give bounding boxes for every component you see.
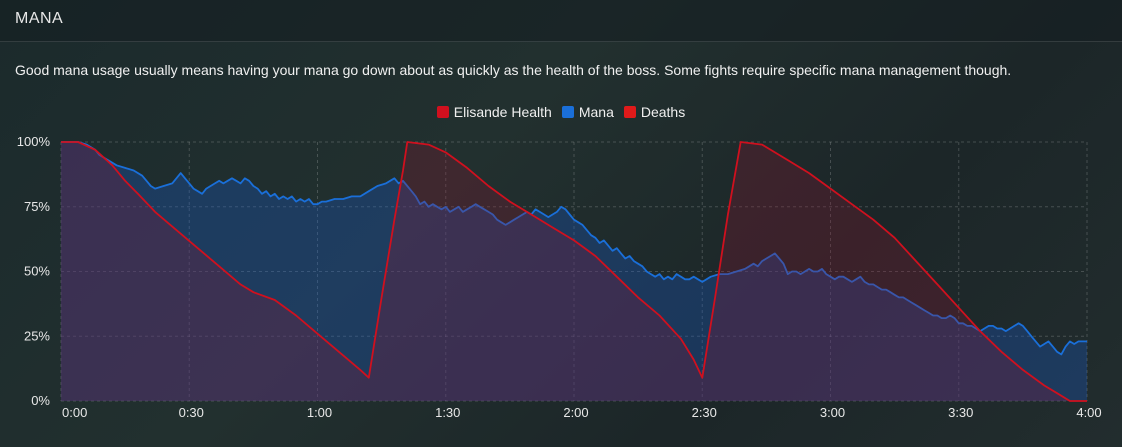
y-tick-label: 25% xyxy=(24,328,50,343)
x-tick-label: 2:00 xyxy=(563,405,588,420)
x-tick-label: 0:00 xyxy=(62,405,87,420)
mana-series-area xyxy=(61,142,1087,401)
legend-item-deaths[interactable]: Deaths xyxy=(623,104,686,120)
legend-label-mana: Mana xyxy=(578,104,614,120)
panel-title: MANA xyxy=(15,10,64,27)
health-series-line xyxy=(61,141,1087,402)
x-tick-label: 0:30 xyxy=(179,405,204,420)
y-tick-label: 0% xyxy=(31,393,50,408)
panel-description: Good mana usage usually means having you… xyxy=(15,62,1012,78)
x-tick-label: 2:30 xyxy=(692,405,717,420)
x-tick-label: 3:00 xyxy=(820,405,845,420)
legend-swatch-mana xyxy=(561,106,574,118)
legend-item-health[interactable]: Elisande Health xyxy=(436,104,552,120)
legend-swatch-health xyxy=(436,106,449,118)
mana-series-line xyxy=(61,141,1087,356)
legend-swatch-deaths xyxy=(623,106,636,118)
health-series-area xyxy=(61,142,1087,401)
legend-label-health: Elisande Health xyxy=(453,104,552,120)
chart-legend: Elisande Health Mana Deaths xyxy=(0,104,1122,120)
panel-header: MANA xyxy=(0,0,1122,42)
legend-item-mana[interactable]: Mana xyxy=(561,104,614,120)
legend-label-deaths: Deaths xyxy=(640,104,686,120)
x-tick-label: 4:00 xyxy=(1076,405,1101,420)
x-tick-label: 1:00 xyxy=(307,405,332,420)
y-tick-label: 75% xyxy=(24,199,50,214)
y-tick-label: 100% xyxy=(17,134,51,149)
x-tick-label: 3:30 xyxy=(948,405,973,420)
x-tick-label: 1:30 xyxy=(435,405,460,420)
y-tick-label: 50% xyxy=(24,264,50,279)
